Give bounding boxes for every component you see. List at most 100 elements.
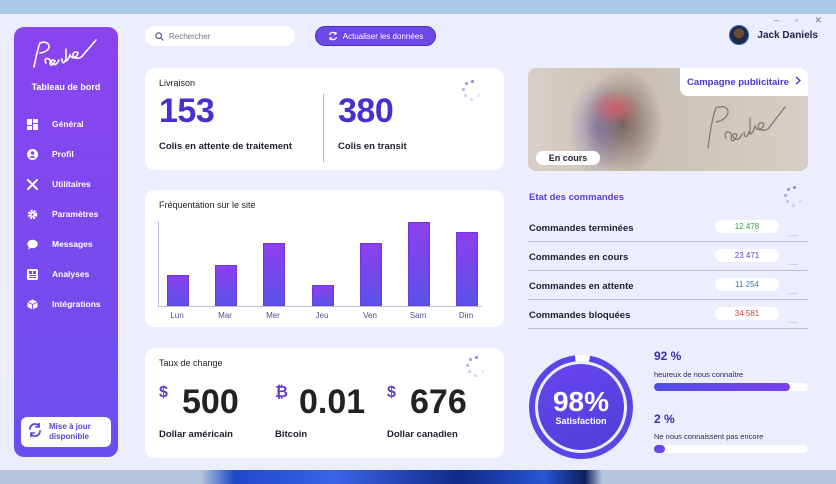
loading-spinner-icon (465, 356, 487, 378)
x-axis-label: Sam (409, 311, 427, 320)
x-axis-label: Jeu (315, 311, 329, 320)
btc-value: 0.01 (299, 383, 366, 421)
order-label: Commandes en attente (529, 281, 634, 292)
close-button[interactable]: ✕ (814, 15, 822, 25)
user-name: Jack Daniels (757, 29, 818, 41)
chart-bar[interactable] (263, 243, 285, 306)
update-available-button[interactable]: Mise à jour disponible (21, 417, 111, 447)
x-axis-label: Lun (170, 311, 184, 320)
happy-progress-bar (654, 383, 808, 391)
user-circle-icon (26, 148, 38, 160)
sidebar-item-integrations[interactable]: Intégrations (14, 289, 118, 319)
sidebar-item-label: Messages (52, 239, 93, 249)
cad-value: 676 (410, 383, 467, 421)
order-label: Commandes en cours (529, 252, 629, 263)
sidebar-item-label: Paramètres (52, 209, 99, 219)
more-options-icon[interactable]: ... (789, 257, 799, 267)
sidebar-item-parametres[interactable]: Paramètres (14, 199, 118, 229)
chart-bar[interactable] (408, 222, 430, 306)
bitcoin-icon: ₿ (275, 384, 289, 401)
order-row-completed: Commandes terminées 12 478 ... (528, 214, 808, 242)
chat-bubble-icon (26, 238, 38, 250)
sidebar-item-label: Intégrations (52, 299, 101, 309)
sync-icon (27, 422, 43, 443)
x-axis-label: Mar (218, 311, 232, 320)
user-menu[interactable]: Jack Daniels (729, 25, 818, 45)
campaign-link[interactable]: Campagne publicitaire (680, 68, 808, 96)
app-window: – ▫ ✕ Tableau de bord Général Profil (0, 14, 836, 470)
chart-title: Fréquentation sur le site (159, 200, 256, 210)
chart-bar[interactable] (456, 232, 478, 306)
avatar (729, 25, 750, 45)
more-options-icon[interactable]: ... (789, 228, 799, 238)
ad-campaign-banner[interactable]: Campagne publicitaire En cours (528, 68, 808, 171)
satisfaction-gauge: 98% Satisfaction (528, 354, 634, 460)
cube-icon (26, 298, 38, 310)
gear-icon (26, 208, 38, 220)
order-row-blocked: Commandes bloquées 34 581 ... (528, 301, 808, 329)
pending-parcels-value: 153 (159, 92, 215, 130)
x-axis-label: Dim (458, 311, 474, 320)
unknown-progress-bar (654, 445, 808, 453)
tools-icon (26, 178, 38, 190)
sidebar-item-utilitaires[interactable]: Utilitaires (14, 169, 118, 199)
window-controls: – ▫ ✕ (774, 15, 822, 26)
chart-bar[interactable] (167, 275, 189, 306)
maximize-button[interactable]: ▫ (795, 15, 799, 25)
bar-chart (158, 221, 482, 307)
order-count: 11 254 (715, 278, 779, 291)
chart-bar[interactable] (215, 265, 237, 306)
update-label: Mise à jour disponible (49, 422, 91, 441)
happy-label: heureux de nous connaître (654, 370, 744, 379)
order-row-pending: Commandes en attente 11 254 ... (528, 272, 808, 300)
search-bar[interactable] (145, 26, 295, 46)
chevron-right-icon (795, 76, 802, 88)
cad-label: Dollar canadien (387, 429, 458, 440)
search-icon (155, 31, 164, 41)
progress-fill (654, 445, 665, 453)
orders-title: Etat des commandes (529, 192, 625, 203)
traffic-chart-card: Fréquentation sur le site Lun Mar Mer Jeu Ve… (145, 190, 504, 327)
refresh-icon (328, 31, 337, 41)
transit-parcels-label: Colis en transit (338, 141, 407, 152)
desktop-wallpaper (0, 470, 836, 484)
satisfaction-center: 98% Satisfaction (538, 364, 624, 450)
refresh-label: Actualiser les données (342, 31, 424, 41)
sidebar-item-analyses[interactable]: Analyses (14, 259, 118, 289)
refresh-data-button[interactable]: Actualiser les données (315, 26, 436, 46)
sidebar-item-label: Général (52, 119, 84, 129)
sidebar-item-messages[interactable]: Messages (14, 229, 118, 259)
delivery-card: Livraison 153 Colis en attente de traite… (145, 68, 504, 170)
chart-bar[interactable] (360, 243, 382, 306)
dashboard-icon (26, 118, 38, 130)
sidebar-item-general[interactable]: Général (14, 109, 118, 139)
loading-spinner-icon (461, 80, 483, 102)
order-count: 12 478 (715, 220, 779, 233)
analytics-icon (26, 268, 38, 280)
happy-percent: 92 % (654, 349, 682, 363)
pending-parcels-label: Colis en attente de traitement (159, 141, 293, 152)
x-axis-label: Ven (363, 311, 377, 320)
sidebar: Tableau de bord Général Profil Utilitair… (14, 27, 118, 457)
minimize-button[interactable]: – (774, 15, 780, 25)
campaign-status-badge: En cours (536, 151, 600, 165)
divider (323, 94, 324, 162)
more-options-icon[interactable]: ... (789, 315, 799, 325)
satisfaction-value: 98% (552, 386, 610, 417)
sidebar-item-label: Utilitaires (52, 179, 91, 189)
loading-spinner-icon (783, 186, 805, 208)
usd-label: Dollar américain (159, 429, 233, 440)
sidebar-item-label: Analyses (52, 269, 90, 279)
order-label: Commandes terminées (529, 223, 634, 234)
order-count: 34 581 (715, 307, 779, 320)
dollar-icon: $ (387, 384, 396, 401)
x-axis-label: Mer (266, 311, 280, 320)
sidebar-item-profil[interactable]: Profil (14, 139, 118, 169)
dollar-icon: $ (159, 384, 168, 401)
chart-bar[interactable] (312, 285, 334, 306)
search-input[interactable] (169, 31, 279, 41)
sidebar-item-label: Profil (52, 149, 74, 159)
satisfaction-label: Satisfaction (555, 416, 607, 426)
more-options-icon[interactable]: ... (789, 286, 799, 296)
transit-parcels-value: 380 (338, 92, 394, 130)
